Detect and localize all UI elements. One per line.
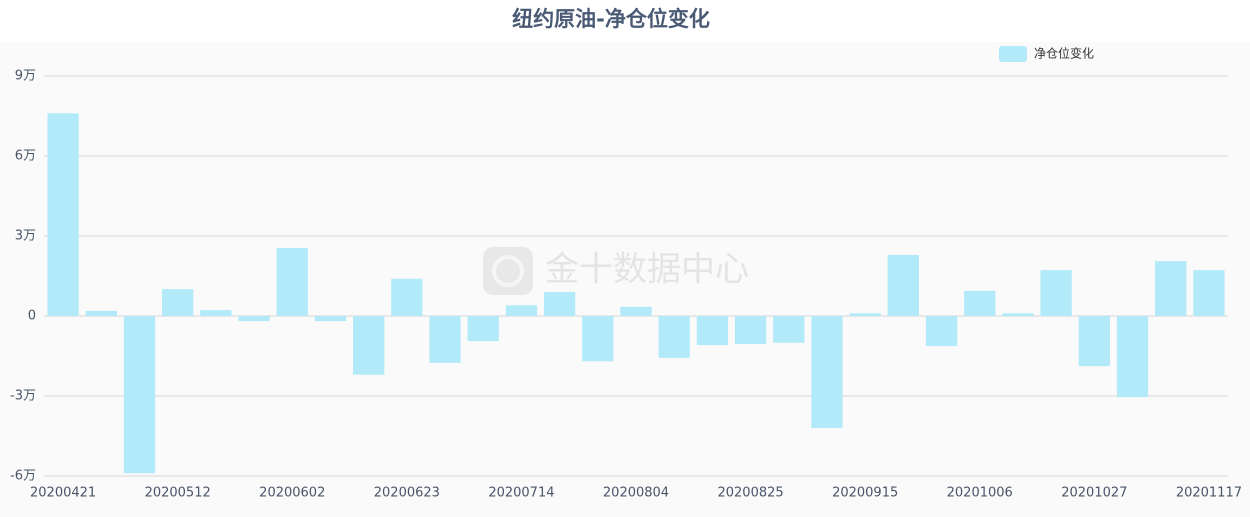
bar [238,316,270,322]
y-tick-label: 3万 [15,229,36,244]
x-tick-label: 20200421 [30,486,96,501]
bar [47,113,79,316]
bar [773,316,805,343]
bar [314,316,347,322]
bar [543,292,576,316]
x-tick-label: 20201117 [1176,486,1242,501]
bar [123,316,156,474]
x-tick-label: 20201006 [947,486,1013,501]
y-tick-label: 9万 [15,69,36,84]
y-tick-label: -3万 [10,389,36,404]
y-tick-label: 0 [28,309,36,324]
x-tick-label: 20200825 [717,486,783,501]
chart-title: 纽约原油-净仓位变化 [512,7,710,31]
y-tick-label: 6万 [15,149,36,164]
watermark: 金十数据中心 [483,247,749,295]
x-tick-label: 20200915 [832,486,898,501]
x-tick-label: 20200602 [259,486,325,501]
bar [1040,270,1072,316]
x-tick-label: 20200804 [603,486,669,501]
legend-swatch [999,46,1027,62]
bar [162,289,194,316]
x-tick-label: 20200512 [145,486,211,501]
bar [849,313,881,316]
bar [696,316,729,346]
bar [352,316,385,375]
bar [582,316,614,362]
bar [85,310,117,316]
bar [1002,313,1034,316]
bar [734,316,767,344]
bar [620,306,652,316]
bar [429,316,461,363]
bar [391,278,423,316]
x-tick-label: 20201027 [1061,486,1127,501]
bar [276,248,308,316]
bar [925,316,958,347]
bar [811,316,843,428]
bar [467,316,499,342]
bar [1193,270,1225,316]
bar [1078,316,1110,367]
bar [887,254,920,316]
y-tick-label: -6万 [10,469,36,484]
bar [1116,316,1149,398]
legend-label: 净仓位变化 [1034,46,1094,61]
bar [964,290,996,316]
bar [505,305,538,316]
bar [1155,261,1187,316]
x-tick-label: 20200623 [374,486,440,501]
x-tick-label: 20200714 [488,486,554,501]
bar [200,310,232,316]
bar [658,316,690,358]
watermark-text: 金十数据中心 [545,250,749,290]
